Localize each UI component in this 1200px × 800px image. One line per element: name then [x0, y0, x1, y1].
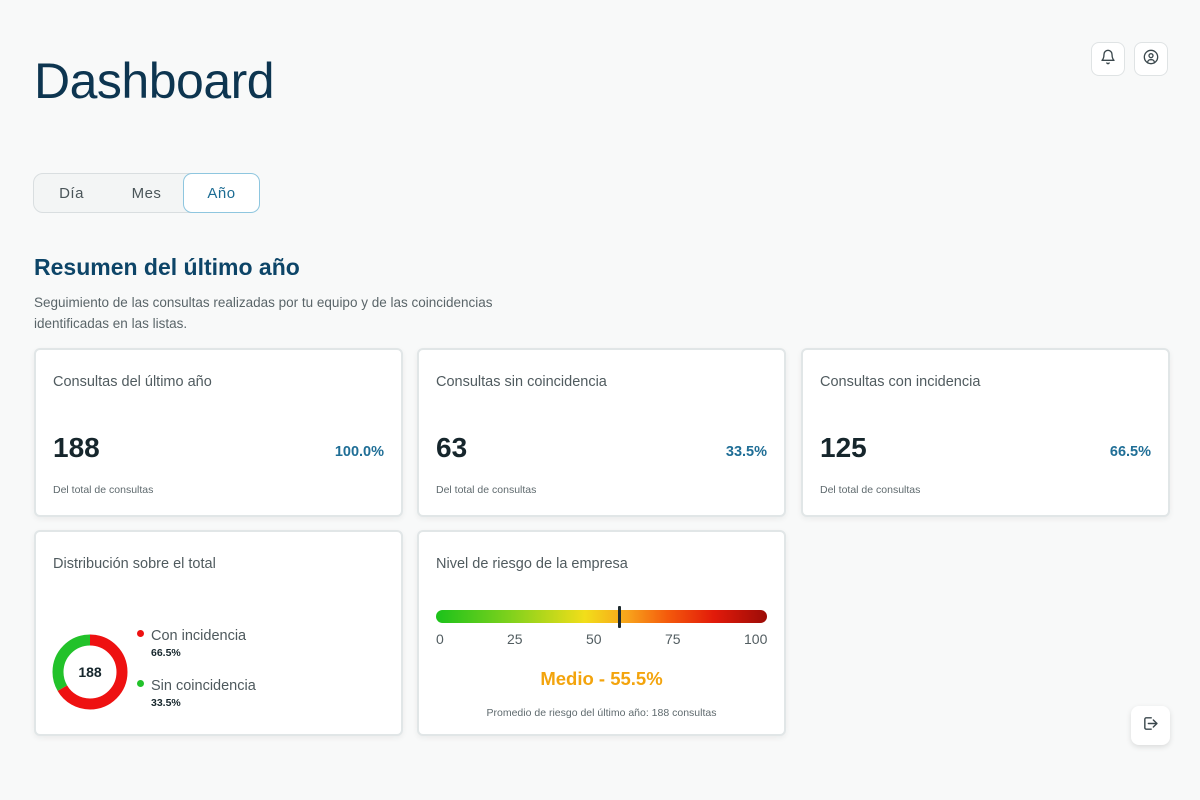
- kpi-note: Del total de consultas: [820, 484, 921, 496]
- kpi-percent: 33.5%: [725, 444, 767, 460]
- kpi-label: Consultas sin coincidencia: [436, 374, 607, 390]
- kpi-note: Del total de consultas: [436, 484, 537, 496]
- page-title: Dashboard: [34, 53, 275, 109]
- kpi-card-no-match: Consultas sin coincidencia 63 33.5% Del …: [417, 348, 786, 517]
- notifications-button[interactable]: [1091, 42, 1125, 76]
- donut-total: 188: [78, 664, 102, 680]
- kpi-card-incident: Consultas con incidencia 125 66.5% Del t…: [801, 348, 1170, 517]
- legend-percent: 66.5%: [151, 647, 181, 659]
- legend-dot: [137, 630, 144, 637]
- kpi-percent: 100.0%: [334, 444, 384, 460]
- section-title: Resumen del último año: [34, 254, 300, 280]
- gauge-tick: 50: [586, 631, 602, 647]
- risk-note: Promedio de riesgo del último año: 188 c…: [486, 707, 717, 719]
- risk-result: Medio - 55.5%: [540, 668, 663, 689]
- period-selector: Día Mes Año: [33, 173, 260, 213]
- risk-label: Nivel de riesgo de la empresa: [436, 556, 628, 572]
- donut-segment-no-match: [52, 634, 128, 710]
- risk-gauge-bar: [436, 610, 767, 623]
- kpi-card-total: Consultas del último año 188 100.0% Del …: [34, 348, 403, 517]
- gauge-tick: 75: [665, 631, 681, 647]
- kpi-label: Consultas del último año: [53, 374, 212, 390]
- kpi-note: Del total de consultas: [53, 484, 154, 496]
- bell-icon: [1100, 49, 1116, 70]
- distribution-card: Distribución sobre el total 188 Con inci…: [34, 530, 403, 736]
- tab-year[interactable]: Año: [183, 173, 260, 213]
- legend-name: Sin coincidencia: [151, 678, 256, 694]
- risk-gauge-marker: [618, 606, 622, 628]
- logout-button[interactable]: [1131, 706, 1170, 745]
- gauge-tick: 25: [507, 631, 523, 647]
- section-description: Seguimiento de las consultas realizadas …: [34, 295, 493, 331]
- gauge-tick: 0: [436, 631, 444, 647]
- legend-percent: 33.5%: [151, 697, 181, 709]
- legend-dot: [137, 680, 144, 687]
- profile-button[interactable]: [1134, 42, 1168, 76]
- tab-month[interactable]: Mes: [131, 184, 162, 202]
- legend-name: Con incidencia: [151, 628, 247, 644]
- kpi-value: 63: [436, 432, 468, 463]
- kpi-percent: 66.5%: [1109, 444, 1151, 460]
- kpi-label: Consultas con incidencia: [820, 374, 981, 390]
- kpi-value: 125: [820, 432, 867, 463]
- distribution-label: Distribución sobre el total: [53, 556, 216, 572]
- gauge-tick: 100: [744, 631, 768, 647]
- kpi-value: 188: [53, 432, 100, 463]
- donut-chart: [52, 634, 128, 710]
- risk-card: Nivel de riesgo de la empresa 0 25 50 75…: [417, 530, 786, 736]
- user-circle-icon: [1143, 49, 1159, 70]
- tab-day[interactable]: Día: [59, 184, 84, 202]
- logout-icon: [1142, 715, 1159, 737]
